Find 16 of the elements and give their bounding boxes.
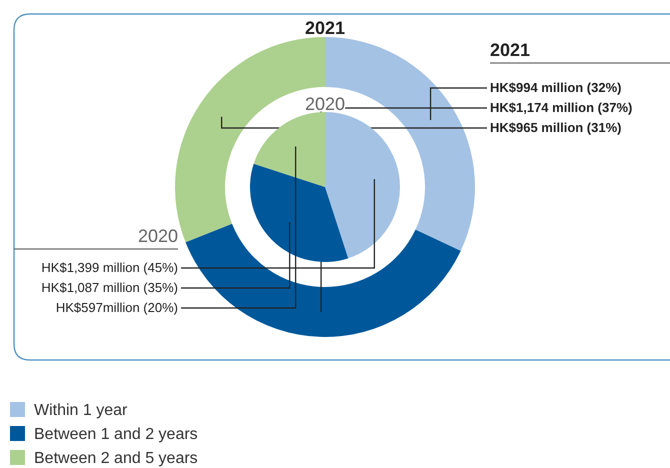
legend-label: Between 1 and 2 years [34, 426, 198, 443]
data-label: HK$1,399 million (45%) [41, 260, 178, 275]
data-label: HK$965 million (31%) [490, 120, 622, 135]
donut-slice [186, 224, 461, 337]
data-label: HK$994 million (32%) [490, 80, 622, 95]
text: 2021 [490, 40, 530, 60]
pie-slice [254, 112, 325, 187]
chart-title: 2021 [304, 18, 346, 38]
data-label: HK$597million (20%) [56, 300, 178, 315]
data-label: HK$1,174 million (37%) [490, 100, 632, 115]
pie-slice [325, 112, 400, 258]
text: 2020 [138, 226, 178, 246]
pie-slice [250, 164, 348, 262]
data-label: HK$1,087 million (35%) [41, 280, 178, 295]
legend-label: Between 2 and 5 years [34, 450, 198, 467]
legend-label: Within 1 year [34, 402, 128, 419]
